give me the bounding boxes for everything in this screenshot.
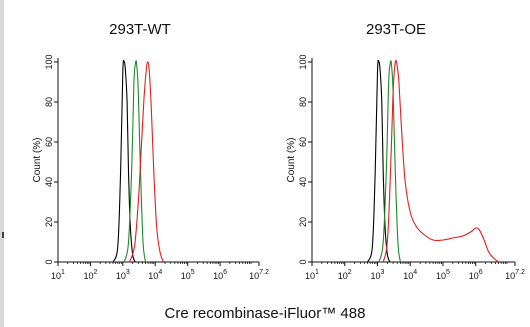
x-tick-label: 105 xyxy=(436,269,450,281)
y-tick-label: 20 xyxy=(298,217,308,227)
x-tick-label: 107.2 xyxy=(505,269,525,281)
y-tick-label: 20 xyxy=(44,217,54,227)
panel-293t-oe: 293T-OE Count (%) 0 20 40 60 80 100 101 102 103 1… xyxy=(286,21,525,281)
left-edge-tick xyxy=(2,232,4,238)
x-tick-label: 105 xyxy=(181,269,195,281)
y-tick-label: 100 xyxy=(298,54,308,69)
panel-title: 293T-OE xyxy=(366,21,426,38)
x-tick-label: 102 xyxy=(338,269,352,281)
histogram-series-0 xyxy=(367,59,391,263)
x-tick-label: 103 xyxy=(371,269,385,281)
y-tick-label: 0 xyxy=(44,259,54,264)
x-tick-label: 101 xyxy=(51,269,65,281)
x-tick-label: 102 xyxy=(83,269,97,281)
x-tick-label: 104 xyxy=(148,269,162,281)
y-axis-label: Count (%) xyxy=(286,137,297,182)
x-tick-label: 103 xyxy=(116,269,130,281)
y-tick-label: 0 xyxy=(298,259,308,264)
histogram-series-1 xyxy=(123,60,147,263)
y-tick-label: 40 xyxy=(44,177,54,187)
y-tick-label: 80 xyxy=(298,97,308,107)
left-edge-bar xyxy=(0,0,4,327)
panel-293t-wt: 293T-WT Count (%) 0 20 40 60 80 100 101 102 103 1… xyxy=(32,21,269,281)
shared-x-axis-label: Cre recombinase-iFluor™ 488 xyxy=(165,305,366,322)
y-tick-label: 40 xyxy=(298,177,308,187)
panel-title: 293T-WT xyxy=(109,21,171,38)
x-tick-label: 101 xyxy=(305,269,319,281)
histogram-series-0 xyxy=(112,59,136,263)
x-tick-label: 106 xyxy=(213,269,227,281)
x-tick-label: 107.2 xyxy=(249,269,269,281)
histogram-series-2 xyxy=(128,61,165,263)
x-tick-label: 104 xyxy=(403,269,417,281)
y-tick-label: 60 xyxy=(298,137,308,147)
x-tick-label: 106 xyxy=(469,269,483,281)
y-tick-label: 100 xyxy=(44,54,54,69)
histogram-series-1 xyxy=(378,60,401,263)
histogram-series-2 xyxy=(382,59,499,263)
y-tick-label: 60 xyxy=(44,137,54,147)
y-tick-label: 80 xyxy=(44,97,54,107)
y-axis-label: Count (%) xyxy=(32,137,43,182)
